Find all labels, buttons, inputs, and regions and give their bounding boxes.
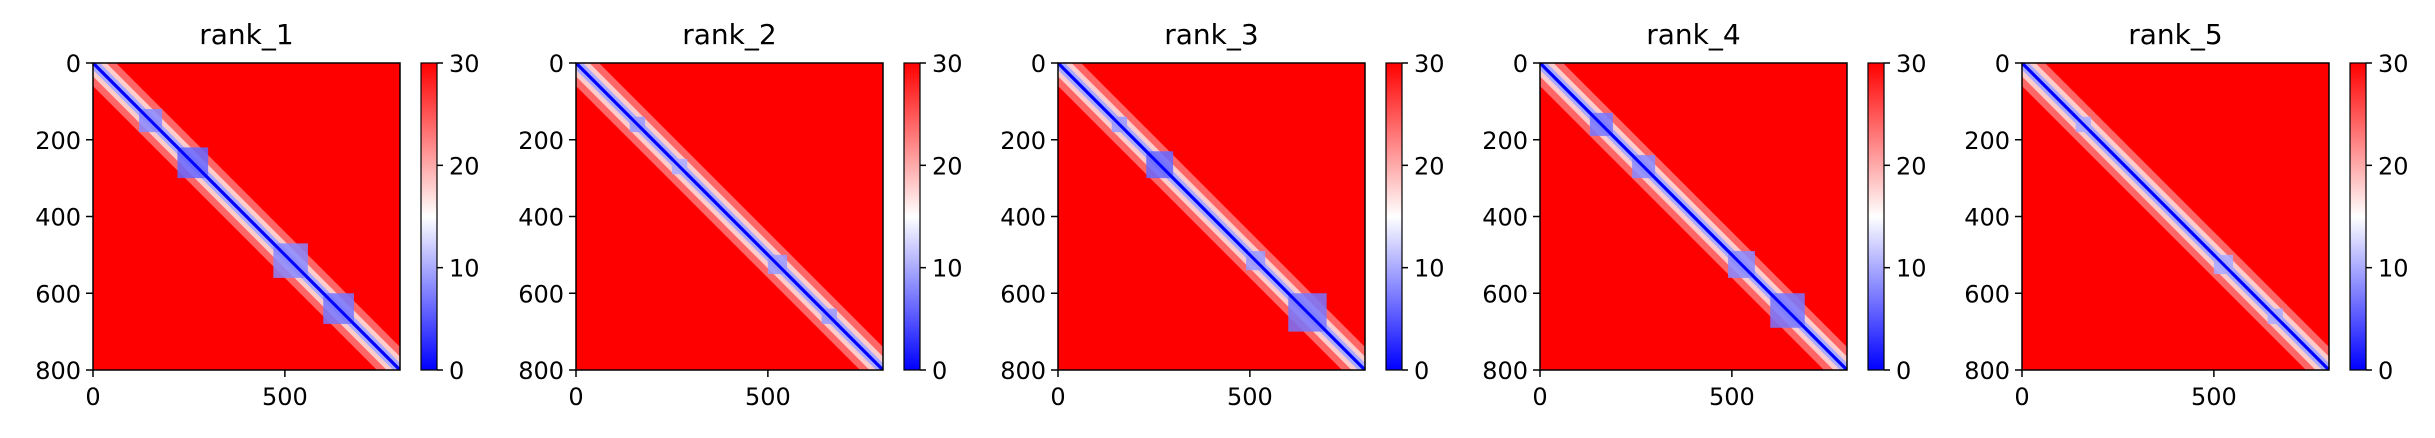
diagonal-line xyxy=(1540,63,1847,370)
y-tick-label: 600 xyxy=(1964,280,2010,308)
panel-title: rank_4 xyxy=(1646,18,1740,51)
y-tick-label: 800 xyxy=(518,357,564,385)
colorbar xyxy=(1385,62,1403,371)
colorbar-tick-label: 20 xyxy=(932,152,963,180)
heatmap xyxy=(1540,63,1847,370)
y-tick-label: 0 xyxy=(1031,50,1046,78)
y-tick-label: 400 xyxy=(1964,204,2010,232)
x-tick-label: 500 xyxy=(1709,383,1755,411)
panel-title: rank_5 xyxy=(2128,18,2222,51)
y-tick-label: 400 xyxy=(1000,204,1046,232)
y-tick-label: 600 xyxy=(35,280,81,308)
x-tick-label: 500 xyxy=(2191,383,2237,411)
x-tick-label: 500 xyxy=(745,383,791,411)
y-tick-label: 800 xyxy=(1964,357,2010,385)
x-tick-label: 0 xyxy=(1050,383,1065,411)
y-tick-label: 400 xyxy=(35,204,81,232)
y-tick-label: 400 xyxy=(518,204,564,232)
colorbar-tick-label: 20 xyxy=(449,152,480,180)
diagonal-line xyxy=(1058,63,1365,370)
x-tick-label: 0 xyxy=(568,383,583,411)
colorbar-tick-label: 20 xyxy=(1896,152,1927,180)
diagonal-line xyxy=(2022,63,2329,370)
colorbar-tick-label: 0 xyxy=(2378,357,2393,385)
x-tick-label: 0 xyxy=(1532,383,1547,411)
colorbar-tick-label: 30 xyxy=(1414,50,1445,78)
y-tick-label: 0 xyxy=(549,50,564,78)
y-tick-label: 200 xyxy=(518,127,564,155)
colorbar xyxy=(420,62,438,371)
colorbar-tick-label: 10 xyxy=(449,255,480,283)
colorbar-tick-label: 10 xyxy=(2378,255,2409,283)
colorbar-tick-label: 10 xyxy=(1414,255,1445,283)
colorbar-tick-label: 20 xyxy=(2378,152,2409,180)
colorbar-tick-label: 10 xyxy=(932,255,963,283)
colorbar-tick-label: 10 xyxy=(1896,255,1927,283)
colorbar-tick-label: 20 xyxy=(1414,152,1445,180)
heatmap xyxy=(2022,63,2329,370)
colorbar xyxy=(903,62,921,371)
colorbar-tick-label: 0 xyxy=(449,357,464,385)
colorbar-tick-label: 30 xyxy=(1896,50,1927,78)
y-tick-label: 0 xyxy=(1995,50,2010,78)
y-tick-label: 0 xyxy=(66,50,81,78)
colorbar xyxy=(2349,62,2367,371)
colorbar-tick-label: 0 xyxy=(932,357,947,385)
y-tick-label: 600 xyxy=(1000,280,1046,308)
y-tick-label: 800 xyxy=(35,357,81,385)
y-tick-label: 600 xyxy=(518,280,564,308)
heatmap xyxy=(93,63,400,370)
colorbar-tick-label: 30 xyxy=(449,50,480,78)
x-tick-label: 500 xyxy=(1227,383,1273,411)
y-tick-label: 800 xyxy=(1482,357,1528,385)
y-tick-label: 200 xyxy=(1000,127,1046,155)
panel-title: rank_3 xyxy=(1164,18,1258,51)
colorbar-tick-label: 30 xyxy=(932,50,963,78)
diagonal-line xyxy=(576,63,883,370)
diagonal-line xyxy=(93,63,400,370)
y-tick-label: 800 xyxy=(1000,357,1046,385)
heatmap xyxy=(1058,63,1365,370)
heatmap xyxy=(576,63,883,370)
colorbar-tick-label: 0 xyxy=(1414,357,1429,385)
colorbar-tick-label: 0 xyxy=(1896,357,1911,385)
y-tick-label: 400 xyxy=(1482,204,1528,232)
x-tick-label: 500 xyxy=(262,383,308,411)
y-tick-label: 200 xyxy=(1964,127,2010,155)
x-tick-label: 0 xyxy=(2014,383,2029,411)
panel-title: rank_1 xyxy=(199,18,293,51)
y-tick-label: 200 xyxy=(1482,127,1528,155)
y-tick-label: 200 xyxy=(35,127,81,155)
y-tick-label: 600 xyxy=(1482,280,1528,308)
y-tick-label: 0 xyxy=(1513,50,1528,78)
x-tick-label: 0 xyxy=(85,383,100,411)
colorbar-tick-label: 30 xyxy=(2378,50,2409,78)
panel-title: rank_2 xyxy=(682,18,776,51)
colorbar xyxy=(1867,62,1885,371)
